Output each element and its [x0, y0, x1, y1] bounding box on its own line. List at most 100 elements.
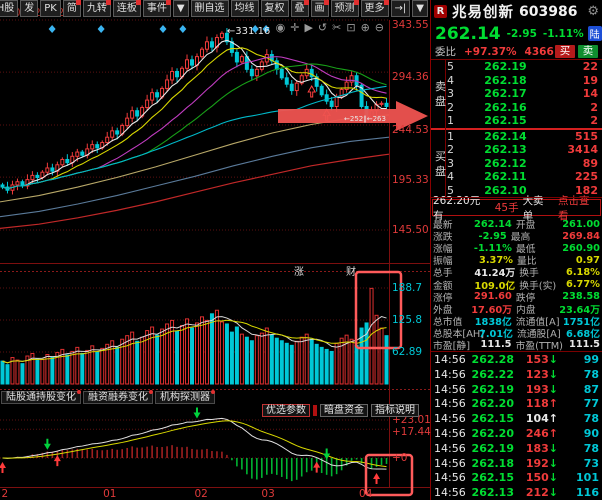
weibi-row: 委比 +97.37% 4366 买 卖 [431, 44, 602, 60]
tape-price: 262.19 [471, 441, 514, 455]
toolbar-button-13[interactable]: 预测 [330, 0, 359, 17]
big-order-alert-banner[interactable]: 262.20元有 45手 大卖单 点击查看 [432, 195, 601, 222]
book-price: 262.13 [484, 143, 527, 157]
book-side-label: 买 [435, 150, 446, 163]
stat-value: 238.58 [562, 291, 600, 303]
book-row-buy[interactable]: 4 262.11 225 [431, 170, 602, 184]
toolbar-button-10[interactable]: 复权 [260, 0, 289, 17]
book-row-buy[interactable]: 3 262.12 89 [431, 157, 602, 171]
toolbar-button-0[interactable]: H股 [0, 0, 19, 17]
r-flag-badge: R [434, 5, 447, 19]
sell-button[interactable]: 卖 [578, 45, 598, 58]
book-price: 262.17 [484, 87, 527, 101]
macd-tab-0[interactable]: 优选参数 [262, 404, 310, 417]
book-side-label: 卖 [435, 80, 446, 93]
market-badge: 陆 [587, 26, 602, 42]
tape-time: 14:56 [434, 456, 466, 470]
chart-tool-icons: ◉ ✛ ▶ ↺ ✂ ⊡ ⊕ ⊖ [276, 21, 384, 34]
toolbar-button-15[interactable]: →| [390, 0, 411, 17]
eye-icon[interactable]: ◉ [275, 21, 286, 34]
main-chart-svg: ←331.16 ←252∥←263 [0, 19, 430, 497]
stat-value: 111.5 [569, 339, 600, 351]
stat-label: 振幅 [433, 256, 453, 268]
tape-price: 262.22 [471, 367, 514, 381]
bottom-tab-2[interactable]: 机构探测器 [155, 390, 215, 404]
tape-volume: 192↓ [525, 456, 558, 470]
volume-bars [0, 287, 389, 385]
toolbar-button-6[interactable]: 事件 [142, 0, 171, 17]
toolbar-button-7[interactable]: ▼ [172, 0, 189, 17]
toolbar-button-1[interactable]: 发 [20, 0, 39, 17]
book-price: 262.18 [484, 73, 527, 87]
tape-count: 116 [576, 486, 599, 500]
scissors-icon[interactable]: ✂ [332, 21, 342, 34]
stats-row: 涨停 291.60 跌停 238.58 [433, 291, 600, 304]
price-axis-label: 343.55 [392, 19, 429, 31]
book-row-sell[interactable]: 4 262.18 19 [431, 74, 602, 88]
tape-volume: 123↓ [525, 367, 558, 381]
stat-label: 涨跌 [433, 232, 453, 244]
macd-tab-1[interactable]: 暗盘资金 [320, 404, 368, 417]
stat-label: 外盘 [433, 304, 453, 316]
play-icon[interactable]: ▶ [304, 21, 313, 34]
stat-label: 换手(实) [519, 280, 557, 292]
book-price: 262.12 [484, 156, 527, 170]
undo-icon[interactable]: ↺ [317, 21, 328, 34]
toolbar-button-4[interactable]: 九转 [82, 0, 111, 17]
stat-value: 109.0亿 [474, 280, 516, 292]
notification-dot [383, 0, 389, 5]
book-level: 2 [447, 143, 454, 157]
toolbar-button-8[interactable]: 删自选 [190, 0, 229, 17]
notification-dot [149, 390, 153, 394]
toolbar-button-5[interactable]: 连板 [112, 0, 141, 17]
stat-label: 流通值[A] [515, 316, 560, 328]
toolbar-button-3[interactable]: 简 [62, 0, 81, 17]
tape-count: 99 [583, 352, 599, 366]
tape-volume: 183↓ [525, 441, 558, 455]
tape-row: 14:56 262.22 123↓ 78 [431, 367, 602, 382]
chart-panel: ←331.16 ←252∥←263 H股发 PK 简九转 连板 事件 ▼ 删自选 均线 复权叠画预… [0, 0, 431, 500]
lock-icon[interactable]: ⊡ [346, 21, 356, 34]
date-axis-label: 2 [1, 488, 9, 500]
stat-value: 111.5 [480, 339, 512, 351]
toolbar-button-12[interactable]: 画 [310, 0, 329, 17]
book-row-sell[interactable]: 2 262.16 2 [431, 101, 602, 115]
book-row-buy[interactable]: 2 262.13 3414 [431, 143, 602, 157]
gear-icon[interactable]: ⚙ [587, 4, 599, 20]
stats-row: 市盈[静] 111.5 市盈(TTM) 111.5 [433, 339, 600, 352]
toolbar-button-11[interactable]: 叠 [290, 0, 309, 17]
toolbar-button-9[interactable]: 均线 [230, 0, 259, 17]
tape-count: 78 [583, 367, 599, 381]
book-mid-separator [431, 127, 602, 130]
stat-label: 最新 [433, 220, 453, 232]
buy-button[interactable]: 买 [555, 45, 575, 58]
alert-lots: 45手 [494, 202, 519, 214]
book-row-buy[interactable]: 1 262.14 515 [431, 130, 602, 144]
stats-row: 总股本[AH] 7.01亿 流通股[A] 6.68亿 [433, 327, 600, 340]
toolbar-button-14[interactable]: 更多 [360, 0, 389, 17]
tape-time: 14:56 [434, 486, 466, 500]
bottom-tab-0[interactable]: 陆股通持股变化 [1, 390, 81, 404]
stat-label: 量比 [517, 256, 537, 268]
notification-dot [77, 390, 81, 394]
macd-tab-2[interactable]: 指标说明 [371, 404, 419, 417]
macd-pane [2, 417, 388, 482]
book-row-sell[interactable]: 1 262.15 2 [431, 114, 602, 128]
tape-time: 14:56 [434, 397, 466, 411]
book-row-sell[interactable]: 5 262.19 22 [431, 60, 602, 74]
hand-icon[interactable]: ✛ [290, 21, 300, 34]
tape-volume: 193↓ [525, 382, 558, 396]
macd-axis-label: +17.44 [392, 426, 431, 438]
book-row-buy[interactable]: 5 262.10 182 [431, 184, 602, 198]
zoom-in-icon[interactable]: ⊕ [360, 21, 370, 34]
toolbar-button-16[interactable]: ▼ [412, 0, 428, 17]
bottom-tab-1[interactable]: 融资融券变化 [83, 390, 153, 404]
book-price: 262.10 [484, 183, 527, 197]
book-row-sell[interactable]: 3 262.17 14 [431, 87, 602, 101]
tape-count: 87 [583, 382, 599, 396]
zoom-out-icon[interactable]: ⊖ [374, 21, 384, 34]
toolbar-button-2[interactable]: PK [40, 0, 61, 17]
price-change: -2.95 [506, 27, 537, 40]
stats-row: 总手 41.24万 换手 6.18% [433, 266, 600, 280]
price-tag-labels: ←252∥←263 [344, 115, 386, 123]
